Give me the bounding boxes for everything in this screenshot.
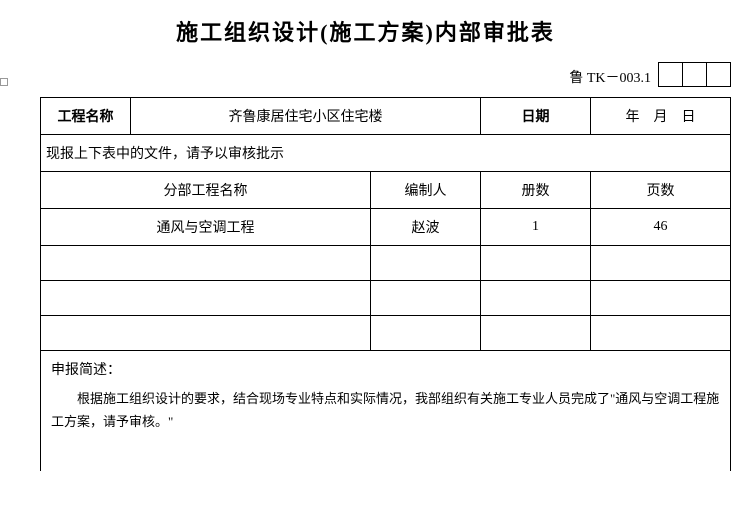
empty-cell bbox=[591, 316, 731, 351]
date-label: 日期 bbox=[481, 98, 591, 135]
document-title: 施工组织设计(施工方案)内部审批表 bbox=[0, 0, 731, 47]
description-label: 申报简述： bbox=[51, 359, 720, 379]
date-value: 年 月 日 bbox=[591, 98, 731, 135]
empty-cell bbox=[481, 281, 591, 316]
project-label: 工程名称 bbox=[41, 98, 131, 135]
header-row: 工程名称 齐鲁康居住宅小区住宅楼 日期 年 月 日 bbox=[41, 98, 731, 135]
empty-cell bbox=[41, 281, 371, 316]
data-row: 通风与空调工程 赵波 1 46 bbox=[41, 209, 731, 246]
project-name: 齐鲁康居住宅小区住宅楼 bbox=[131, 98, 481, 135]
row-pages: 46 bbox=[591, 209, 731, 246]
approval-table: 工程名称 齐鲁康居住宅小区住宅楼 日期 年 月 日 现报上下表中的文件，请予以审… bbox=[40, 97, 731, 471]
row-name: 通风与空调工程 bbox=[41, 209, 371, 246]
row-volumes: 1 bbox=[481, 209, 591, 246]
empty-row bbox=[41, 316, 731, 351]
row-author: 赵波 bbox=[371, 209, 481, 246]
instruction-row: 现报上下表中的文件，请予以审核批示 bbox=[41, 135, 731, 172]
empty-cell bbox=[371, 246, 481, 281]
empty-cell bbox=[41, 246, 371, 281]
empty-cell bbox=[481, 316, 591, 351]
empty-row bbox=[41, 281, 731, 316]
code-box bbox=[658, 62, 683, 87]
empty-cell bbox=[481, 246, 591, 281]
empty-row bbox=[41, 246, 731, 281]
col-author-header: 编制人 bbox=[371, 172, 481, 209]
code-box bbox=[706, 62, 731, 87]
empty-cell bbox=[41, 316, 371, 351]
empty-cell bbox=[591, 246, 731, 281]
description-content: 根据施工组织设计的要求，结合现场专业特点和实际情况，我部组织有关施工专业人员完成… bbox=[51, 387, 720, 434]
col-name-header: 分部工程名称 bbox=[41, 172, 371, 209]
instruction-text: 现报上下表中的文件，请予以审核批示 bbox=[41, 135, 731, 172]
doc-code-row: 鲁 TK－003.1 bbox=[0, 62, 731, 92]
empty-cell bbox=[591, 281, 731, 316]
doc-code: 鲁 TK－003.1 bbox=[569, 67, 651, 87]
col-pages-header: 页数 bbox=[591, 172, 731, 209]
empty-cell bbox=[371, 316, 481, 351]
sub-header-row: 分部工程名称 编制人 册数 页数 bbox=[41, 172, 731, 209]
description-row: 申报简述： 根据施工组织设计的要求，结合现场专业特点和实际情况，我部组织有关施工… bbox=[41, 351, 731, 471]
empty-cell bbox=[371, 281, 481, 316]
code-boxes bbox=[659, 62, 731, 87]
description-cell: 申报简述： 根据施工组织设计的要求，结合现场专业特点和实际情况，我部组织有关施工… bbox=[41, 351, 731, 471]
code-box bbox=[682, 62, 707, 87]
col-volumes-header: 册数 bbox=[481, 172, 591, 209]
